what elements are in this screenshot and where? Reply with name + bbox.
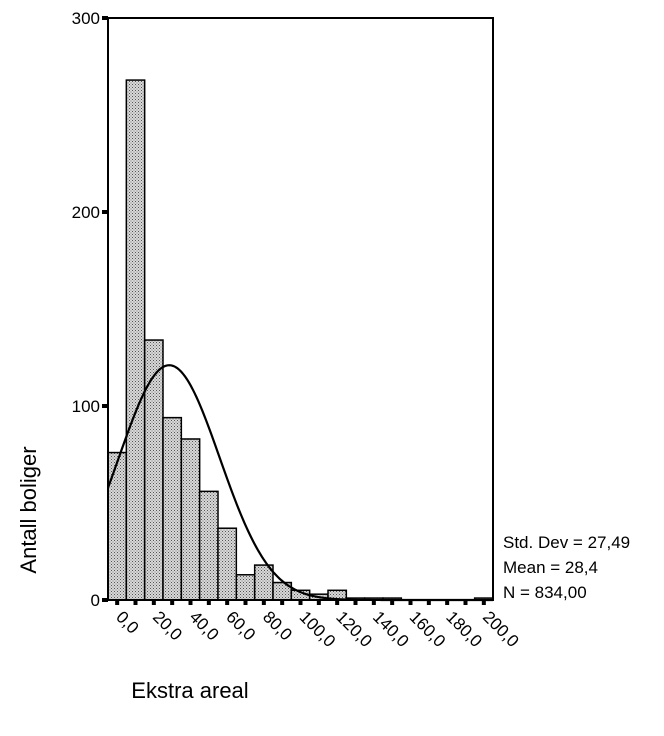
bar (180, 438, 201, 601)
stat-mean: Mean = 28,4 (503, 558, 598, 577)
x-tick-label: 140,0 (369, 607, 413, 651)
bar (217, 527, 238, 601)
bar (198, 490, 219, 601)
x-tick-label: 100,0 (296, 607, 340, 651)
x-tick-label: 60,0 (222, 607, 259, 644)
y-axis-label: Antall boliger (16, 446, 41, 573)
x-tick-label: 120,0 (332, 607, 376, 651)
bar (235, 574, 256, 601)
x-tick-label: 80,0 (259, 607, 296, 644)
x-tick-label: 160,0 (406, 607, 450, 651)
bar (125, 79, 146, 601)
bar (143, 339, 164, 601)
x-tick-label: 20,0 (149, 607, 186, 644)
bar (162, 416, 183, 601)
x-tick-label: 180,0 (442, 607, 486, 651)
bar (107, 451, 128, 601)
x-tick-label: 200,0 (479, 607, 523, 651)
stat-n: N = 834,00 (503, 583, 587, 602)
y-tick-label: 100 (72, 397, 100, 416)
y-tick-label: 300 (72, 9, 100, 28)
stat-std-dev: Std. Dev = 27,49 (503, 533, 630, 552)
y-tick-label: 0 (91, 591, 100, 610)
x-axis-label: Ekstra areal (131, 678, 248, 703)
y-tick-label: 200 (72, 203, 100, 222)
x-tick-label: 40,0 (186, 607, 223, 644)
bar (253, 564, 274, 601)
x-tick-label: 0,0 (112, 607, 142, 637)
